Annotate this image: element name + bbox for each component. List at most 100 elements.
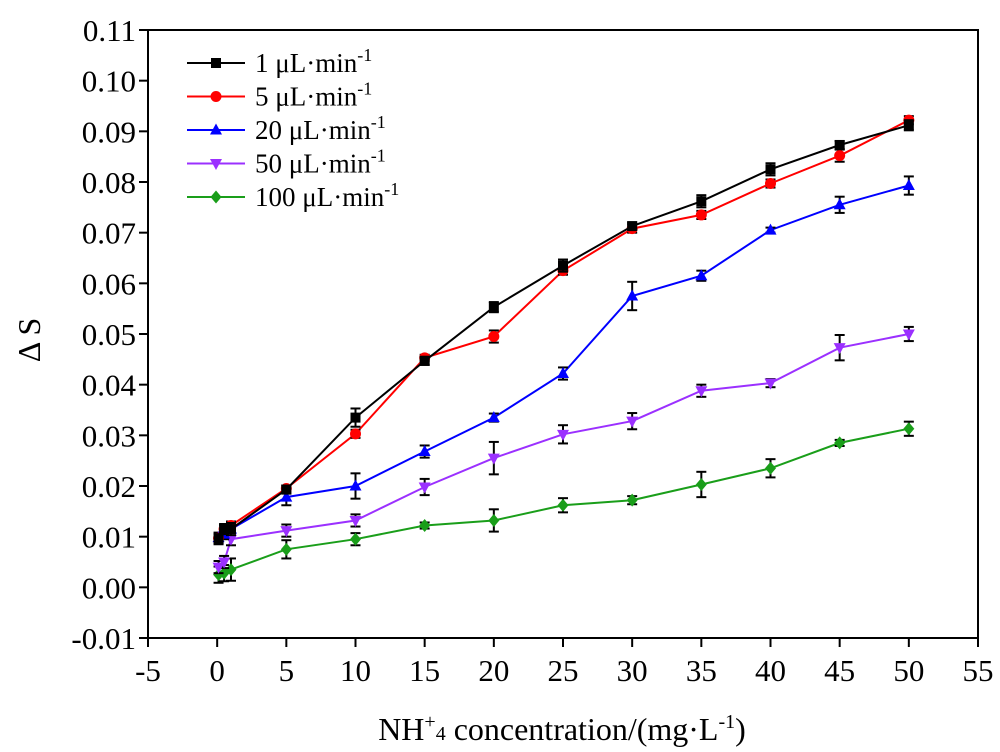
y-tick-label: 0.11 bbox=[83, 13, 136, 48]
x-axis-title-end: ) bbox=[735, 711, 746, 747]
data-point bbox=[627, 221, 638, 232]
data-point bbox=[695, 209, 707, 221]
data-point bbox=[764, 223, 777, 235]
data-point bbox=[487, 453, 500, 465]
data-point bbox=[226, 524, 236, 535]
data-point bbox=[349, 515, 362, 527]
x-tick-label: 30 bbox=[617, 653, 648, 688]
legend-label: 5 μL·min-1 bbox=[255, 79, 372, 112]
data-point bbox=[487, 411, 500, 423]
legend-marker bbox=[210, 190, 222, 204]
y-tick-label: 0.01 bbox=[82, 520, 136, 555]
x-tick-label: 25 bbox=[548, 653, 579, 688]
data-point bbox=[695, 477, 707, 491]
legend-label-main: 1 μL·min bbox=[255, 48, 358, 78]
data-point bbox=[557, 367, 569, 379]
data-point bbox=[902, 329, 915, 341]
legend-label-main: 50 μL·min bbox=[255, 149, 371, 179]
y-tick-label: 0.09 bbox=[82, 114, 136, 149]
x-tick-label: 20 bbox=[478, 653, 509, 688]
y-tick-label: 0.10 bbox=[82, 64, 136, 99]
series-line bbox=[218, 184, 910, 539]
y-axis-title: Δ S bbox=[11, 318, 47, 363]
legend-item: 20 μL·min-1 bbox=[187, 112, 386, 145]
data-point bbox=[557, 498, 569, 512]
x-axis-title-rest: concentration/(mg·L bbox=[446, 711, 719, 747]
x-tick-label: 35 bbox=[686, 653, 717, 688]
legend-label-main: 20 μL·min bbox=[255, 115, 371, 145]
y-tick-label: 0.08 bbox=[82, 165, 136, 200]
data-point bbox=[557, 429, 569, 441]
x-tick-label: 0 bbox=[209, 653, 225, 688]
legend-marker bbox=[211, 58, 221, 68]
data-point bbox=[213, 534, 224, 545]
series-4 bbox=[213, 420, 915, 584]
legend-marker bbox=[210, 91, 222, 102]
y-tick-label: 0.05 bbox=[82, 317, 136, 352]
data-point bbox=[834, 140, 845, 151]
data-point bbox=[419, 355, 430, 366]
series-3 bbox=[212, 325, 915, 575]
data-point bbox=[765, 164, 776, 175]
x-axis-title-sup2: -1 bbox=[718, 711, 735, 733]
data-point bbox=[765, 178, 776, 190]
data-point bbox=[765, 461, 776, 475]
x-tick-label: 45 bbox=[824, 653, 855, 688]
legend-label: 100 μL·min-1 bbox=[255, 179, 399, 212]
y-tick-label: 0.04 bbox=[82, 368, 137, 403]
data-point bbox=[418, 445, 431, 457]
x-tick-label: -5 bbox=[135, 653, 161, 688]
data-point bbox=[349, 479, 362, 491]
legend-label: 1 μL·min-1 bbox=[255, 45, 372, 78]
data-point bbox=[626, 416, 639, 428]
legend-label-sup: -1 bbox=[357, 45, 372, 65]
data-point bbox=[695, 386, 708, 398]
data-point bbox=[419, 519, 431, 533]
data-point bbox=[833, 198, 846, 210]
data-point bbox=[902, 179, 915, 191]
data-point bbox=[764, 378, 777, 390]
legend-marker bbox=[210, 123, 222, 135]
series-1 bbox=[213, 114, 915, 544]
legend-label-sup: -1 bbox=[371, 146, 386, 166]
series-0 bbox=[213, 119, 914, 546]
legend-item: 1 μL·min-1 bbox=[187, 45, 372, 78]
x-tick-label: 5 bbox=[279, 653, 295, 688]
legend-label-sup: -1 bbox=[357, 79, 372, 99]
data-point bbox=[218, 557, 231, 569]
x-tick-label: 50 bbox=[893, 653, 924, 688]
data-point bbox=[219, 524, 230, 535]
data-point bbox=[626, 493, 638, 507]
legend-marker bbox=[210, 159, 222, 170]
data-point bbox=[280, 542, 292, 556]
data-point bbox=[695, 269, 708, 281]
data-point bbox=[350, 428, 361, 440]
x-tick-label: 55 bbox=[963, 653, 994, 688]
data-point bbox=[350, 412, 361, 423]
x-tick-label: 15 bbox=[409, 653, 440, 688]
y-tick-label: 0.02 bbox=[82, 469, 136, 504]
y-tick-label: 0.07 bbox=[82, 216, 136, 251]
data-point bbox=[833, 343, 846, 355]
series-2 bbox=[212, 175, 915, 544]
legend-label: 20 μL·min-1 bbox=[255, 112, 386, 145]
y-tick-label: 0.00 bbox=[82, 570, 136, 605]
data-point bbox=[212, 562, 225, 574]
x-tick-label: 10 bbox=[340, 653, 371, 688]
data-point bbox=[350, 532, 361, 546]
data-point bbox=[696, 196, 707, 207]
legend-label-sup: -1 bbox=[384, 179, 399, 199]
data-point bbox=[280, 490, 293, 502]
y-tick-label: 0.03 bbox=[82, 418, 136, 453]
data-point bbox=[280, 526, 293, 538]
legend-item: 5 μL·min-1 bbox=[187, 79, 372, 112]
data-point bbox=[903, 120, 914, 131]
data-point bbox=[558, 260, 568, 271]
x-axis-title-main: NH bbox=[378, 711, 424, 747]
y-tick-label: -0.01 bbox=[71, 621, 136, 656]
data-point bbox=[488, 331, 500, 343]
legend-label-main: 100 μL·min bbox=[255, 182, 385, 212]
data-point bbox=[488, 513, 500, 527]
data-point bbox=[626, 289, 639, 301]
